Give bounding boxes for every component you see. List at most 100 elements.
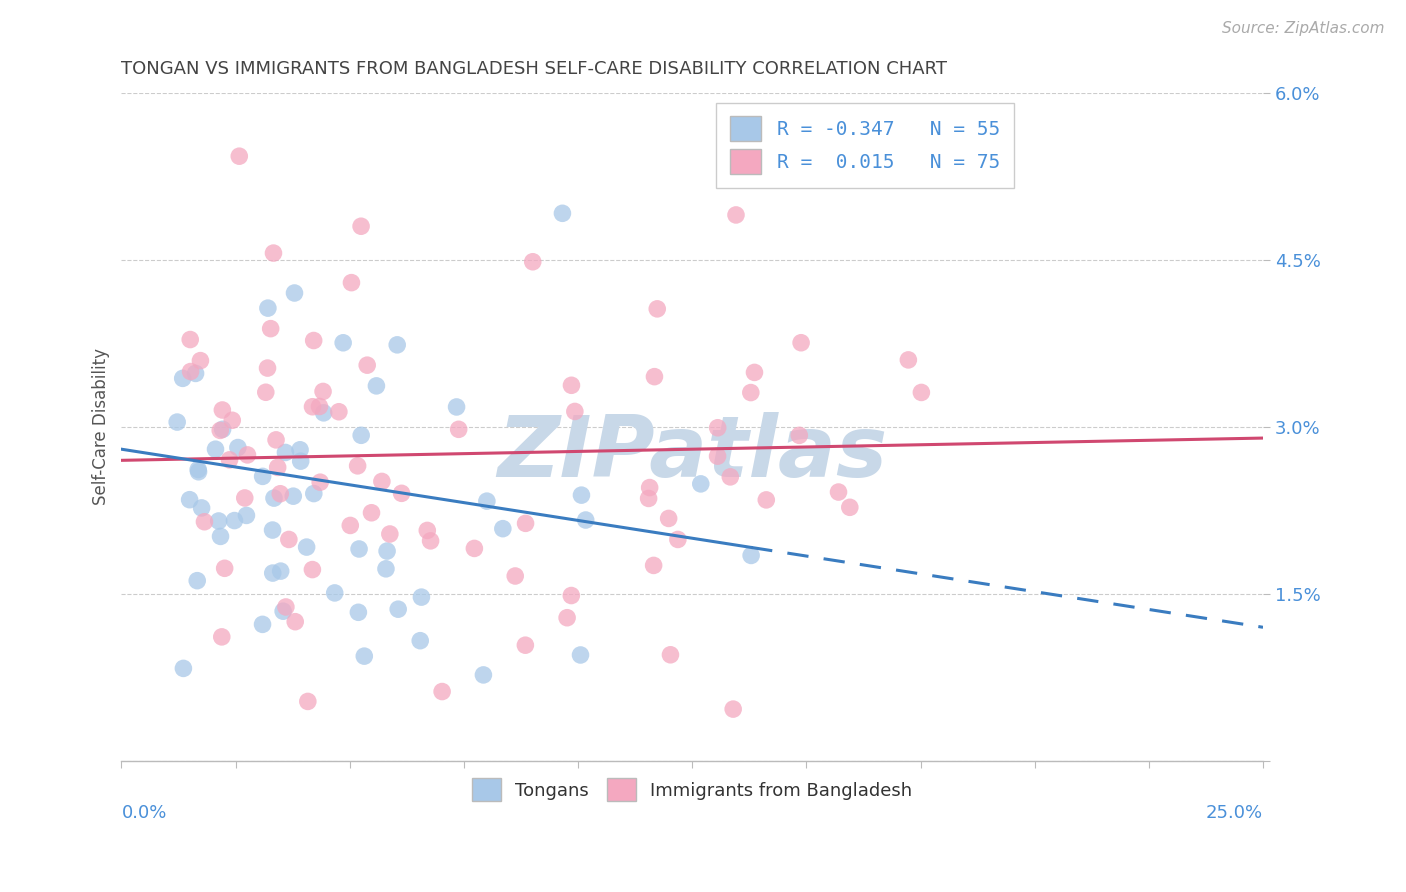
Point — [827, 485, 849, 500]
Point — [262, 523, 284, 537]
Point — [492, 522, 515, 536]
Point — [721, 702, 744, 716]
Point — [564, 404, 586, 418]
Point — [740, 549, 762, 563]
Point — [658, 511, 681, 525]
Point — [472, 668, 495, 682]
Point — [252, 617, 274, 632]
Point — [411, 590, 433, 604]
Point — [172, 371, 194, 385]
Point — [347, 605, 370, 619]
Point — [179, 492, 201, 507]
Point — [522, 254, 544, 268]
Point — [555, 611, 578, 625]
Point — [346, 458, 368, 473]
Point — [190, 353, 212, 368]
Point — [366, 379, 388, 393]
Point — [214, 561, 236, 575]
Y-axis label: Self-Care Disability: Self-Care Disability — [93, 349, 110, 506]
Point — [184, 367, 207, 381]
Point — [179, 333, 201, 347]
Point — [375, 544, 398, 558]
Point — [446, 400, 468, 414]
Point — [378, 527, 401, 541]
Point — [283, 489, 305, 503]
Point — [724, 208, 747, 222]
Point — [226, 441, 249, 455]
Point — [838, 500, 860, 515]
Point — [297, 694, 319, 708]
Point — [787, 428, 810, 442]
Point — [430, 684, 453, 698]
Point — [790, 335, 813, 350]
Point — [659, 648, 682, 662]
Text: 0.0%: 0.0% — [121, 805, 167, 822]
Point — [308, 400, 330, 414]
Point — [371, 475, 394, 489]
Point — [744, 365, 766, 379]
Point — [236, 448, 259, 462]
Point — [233, 491, 256, 505]
Point — [312, 384, 335, 399]
Point — [193, 515, 215, 529]
Text: Source: ZipAtlas.com: Source: ZipAtlas.com — [1222, 21, 1385, 36]
Point — [347, 541, 370, 556]
Point — [254, 385, 277, 400]
Point — [252, 469, 274, 483]
Point — [356, 358, 378, 372]
Point — [288, 442, 311, 457]
Point — [309, 475, 332, 490]
Point — [339, 518, 361, 533]
Point — [274, 599, 297, 614]
Point — [897, 352, 920, 367]
Point — [301, 563, 323, 577]
Point — [638, 481, 661, 495]
Point — [475, 494, 498, 508]
Point — [228, 149, 250, 163]
Point — [560, 378, 582, 392]
Point — [328, 405, 350, 419]
Point — [332, 335, 354, 350]
Point — [416, 524, 439, 538]
Point — [689, 476, 711, 491]
Point — [274, 445, 297, 459]
Point — [271, 604, 294, 618]
Point — [706, 449, 728, 463]
Point — [391, 486, 413, 500]
Point — [295, 540, 318, 554]
Point — [560, 589, 582, 603]
Point — [290, 454, 312, 468]
Point — [209, 529, 232, 543]
Point — [172, 661, 194, 675]
Point — [301, 400, 323, 414]
Point — [302, 486, 325, 500]
Point — [910, 385, 932, 400]
Point — [283, 285, 305, 300]
Point — [447, 422, 470, 436]
Point — [302, 334, 325, 348]
Point — [186, 574, 208, 588]
Point — [180, 365, 202, 379]
Point — [375, 562, 398, 576]
Point — [637, 491, 659, 506]
Point — [260, 321, 283, 335]
Point — [350, 428, 373, 442]
Point — [353, 649, 375, 664]
Text: ZIPatlas: ZIPatlas — [498, 412, 887, 495]
Point — [224, 514, 246, 528]
Point — [360, 506, 382, 520]
Point — [569, 648, 592, 662]
Point — [211, 630, 233, 644]
Point — [312, 406, 335, 420]
Point — [209, 424, 232, 438]
Point — [270, 564, 292, 578]
Point — [387, 602, 409, 616]
Point — [221, 413, 243, 427]
Point — [718, 470, 741, 484]
Point — [643, 558, 665, 573]
Point — [284, 615, 307, 629]
Point — [277, 533, 299, 547]
Point — [463, 541, 485, 556]
Point — [515, 638, 537, 652]
Point — [666, 533, 689, 547]
